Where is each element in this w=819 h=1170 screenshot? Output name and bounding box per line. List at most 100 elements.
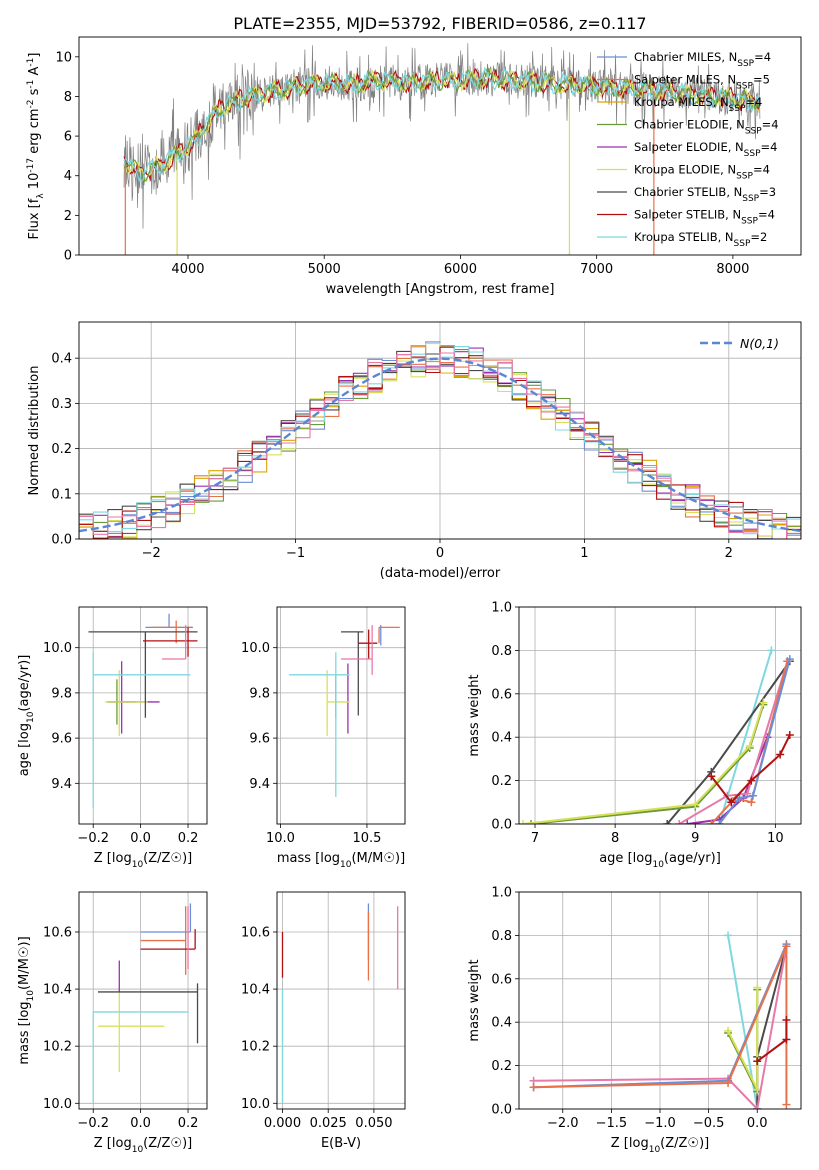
label-part: (age/yr)] bbox=[17, 655, 32, 712]
label-part: Normed distribution bbox=[27, 366, 42, 496]
x-tick-label: 1 bbox=[580, 546, 588, 561]
plot-area bbox=[529, 931, 791, 1109]
series-marker bbox=[707, 772, 716, 781]
x-tick-label: 0.0 bbox=[130, 1116, 151, 1131]
label-part: erg cm bbox=[27, 108, 42, 157]
label-part: age [ bbox=[599, 851, 632, 866]
x-axis-label: mass [log10(M/M☉)] bbox=[277, 851, 405, 870]
label-part: log bbox=[629, 1136, 649, 1151]
axes-frame bbox=[518, 606, 802, 825]
chart-spectrum: 4000 5000 6000 7000 8000 0 2 4 6 8 10 wavelength [A… bbox=[26, 36, 802, 297]
label-part: -1 bbox=[26, 80, 36, 89]
label-part: Z [ bbox=[611, 1136, 629, 1151]
label-part: 10 bbox=[132, 860, 144, 870]
x-tick-label: 0.0 bbox=[747, 1116, 768, 1131]
y-tick-label: 9.4 bbox=[51, 777, 72, 792]
y-tick-label: 10.0 bbox=[241, 1097, 270, 1112]
series-marker bbox=[724, 1078, 733, 1087]
x-axis-label: Z [log10(Z/Z☉)] bbox=[611, 1136, 709, 1155]
y-tick-label: 0.2 bbox=[491, 1059, 512, 1074]
label-part: mass [ bbox=[17, 1021, 32, 1064]
label-part: =5 bbox=[753, 73, 770, 87]
series-marker bbox=[748, 791, 757, 800]
series-marker bbox=[724, 1026, 733, 1035]
label-part: log bbox=[17, 1001, 32, 1021]
series-marker bbox=[727, 798, 736, 807]
y-tick-label: 9.6 bbox=[51, 732, 72, 747]
legend-label: Kroupa ELODIE, NSSP=4 bbox=[634, 163, 770, 182]
y-tick-label: 0 bbox=[64, 249, 72, 264]
label-part: SSP bbox=[737, 59, 754, 69]
series-marker bbox=[782, 942, 791, 951]
label-part: log bbox=[633, 851, 653, 866]
label-part: 10 bbox=[340, 860, 352, 870]
series-marker bbox=[753, 983, 762, 992]
x-tick-label: −0.5 bbox=[693, 1116, 725, 1131]
series-marker bbox=[767, 646, 776, 655]
y-tick-label: 0.4 bbox=[491, 1016, 512, 1031]
label-part: 10 bbox=[27, 173, 42, 194]
axes-frame bbox=[276, 606, 406, 825]
label-part: (age/yr)] bbox=[664, 851, 721, 866]
y-tick-label: 0.0 bbox=[491, 1103, 512, 1118]
axes-frame bbox=[78, 321, 802, 540]
series-marker bbox=[785, 655, 794, 664]
y-tick-label: 10.4 bbox=[43, 983, 72, 998]
axes-frame bbox=[78, 606, 208, 825]
legend-label: Chabrier STELIB, NSSP=3 bbox=[634, 185, 776, 204]
chart-mass_vs_ebv: 0.000 0.025 0.050 10.0 10.2 10.4 10.6 E(B-V) bbox=[241, 891, 406, 1151]
label-part: A bbox=[27, 66, 42, 79]
x-tick-label: 8 bbox=[611, 831, 619, 846]
x-axis-label: Z [log10(Z/Z☉)] bbox=[94, 1136, 192, 1155]
y-tick-label: 6 bbox=[64, 130, 72, 145]
y-axis-label: mass weight bbox=[467, 674, 482, 756]
x-axis-label: E(B-V) bbox=[321, 1136, 361, 1151]
y-tick-label: 10.0 bbox=[43, 1097, 72, 1112]
series-marker bbox=[782, 1035, 791, 1044]
label-part: =4 bbox=[762, 118, 779, 132]
label-part: (M/M☉)] bbox=[17, 936, 32, 990]
y-tick-label: 10.0 bbox=[43, 641, 72, 656]
label-part: 10 bbox=[26, 990, 36, 1002]
label-part: Salpeter STELIB, N bbox=[634, 208, 741, 222]
label-part: Salpeter ELODIE, N bbox=[634, 140, 744, 154]
series-marker bbox=[782, 1016, 791, 1025]
x-tick-label: 0.050 bbox=[355, 1116, 392, 1131]
series-marker bbox=[759, 698, 768, 707]
y-tick-label: 9.4 bbox=[249, 777, 270, 792]
label-part: E(B-V) bbox=[321, 1136, 361, 1151]
legend-label: Kroupa STELIB, NSSP=2 bbox=[634, 230, 767, 249]
y-tick-label: 9.8 bbox=[51, 686, 72, 701]
label-part: 10 bbox=[26, 711, 36, 723]
label-part: mass weight bbox=[467, 959, 482, 1041]
x-tick-label: 2 bbox=[725, 546, 733, 561]
y-axis-label: age [log10(age/yr)] bbox=[17, 655, 36, 777]
label-part: Kroupa STELIB, N bbox=[634, 230, 734, 244]
series-marker bbox=[529, 1083, 538, 1092]
x-tick-label: −0.2 bbox=[77, 831, 109, 846]
legend-label: N(0,1) bbox=[740, 336, 779, 351]
label-part: Chabrier STELIB, N bbox=[634, 185, 742, 199]
label-part: log bbox=[17, 723, 32, 743]
x-tick-label: −2 bbox=[142, 546, 161, 561]
plot-area bbox=[88, 613, 198, 809]
series-marker bbox=[715, 820, 724, 824]
series-line bbox=[522, 702, 765, 824]
y-axis-label: mass weight bbox=[467, 959, 482, 1041]
y-tick-label: 10.0 bbox=[241, 641, 270, 656]
chart-age_vs_mass: 10.0 10.5 9.4 9.6 9.8 10.0 mass [log10(M/M☉)] bbox=[241, 606, 406, 870]
label-part: age [ bbox=[17, 743, 32, 776]
label-part: mass weight bbox=[467, 674, 482, 756]
y-tick-label: 10.6 bbox=[43, 925, 72, 940]
label-part: mass [ bbox=[277, 851, 320, 866]
y-axis-label: Normed distribution bbox=[27, 366, 42, 496]
x-axis-label: Z [log10(Z/Z☉)] bbox=[94, 851, 192, 870]
label-part: 10 bbox=[132, 1145, 144, 1155]
axes-frame bbox=[276, 891, 406, 1110]
spectrum-data bbox=[123, 43, 761, 229]
x-tick-label: 0.0 bbox=[130, 831, 151, 846]
legend-label: Salpeter MILES, NSSP=5 bbox=[634, 73, 770, 92]
x-tick-label: 0.025 bbox=[310, 1116, 347, 1131]
label-part: Z [ bbox=[94, 1136, 112, 1151]
series-marker bbox=[663, 820, 672, 824]
